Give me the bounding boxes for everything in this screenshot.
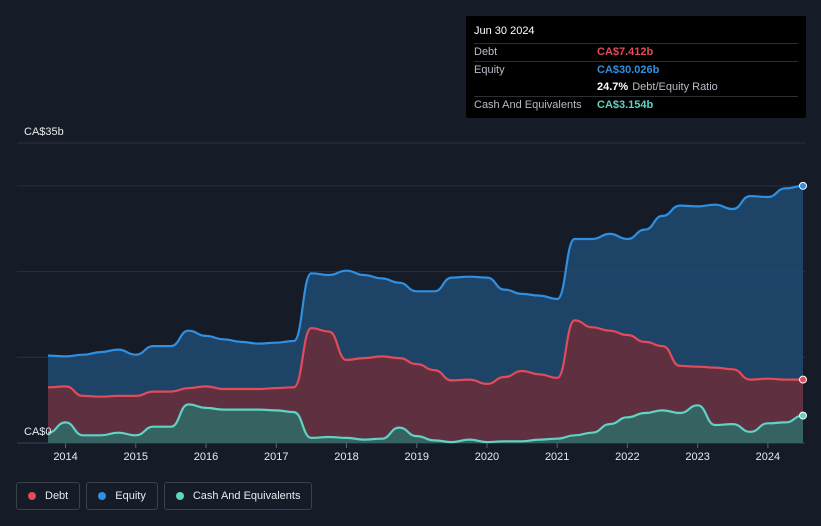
tooltip-date: Jun 30 2024 [474, 25, 535, 37]
tooltip-ratio-row: 24.7% Debt/Equity Ratio [474, 79, 798, 95]
tooltip-cash-value: CA$3.154b [597, 99, 654, 111]
tooltip-debt-label: Debt [474, 46, 498, 58]
x-tick-label: 2017 [264, 451, 288, 463]
marker-layer [799, 181, 807, 420]
y-axis-label-top: CA$35b [24, 126, 64, 138]
equity-line [47, 184, 804, 358]
hover-tooltip: Jun 30 2024 Debt CA$7.412b Equity CA$30.… [466, 16, 806, 118]
cash-dot-icon [175, 492, 184, 500]
debt-line [47, 319, 803, 398]
tooltip-cash-label: Cash And Equivalents [474, 99, 582, 111]
x-tick-label: 2019 [404, 451, 428, 463]
x-tick-label: 2022 [615, 451, 639, 463]
axis-layer: CA$35b CA$0 [24, 126, 64, 438]
legend-item-cash[interactable]: Cash And Equivalents [163, 482, 313, 510]
cash-area [48, 404, 803, 443]
cash-line [47, 403, 804, 444]
legend-item-equity[interactable]: Equity [86, 482, 158, 510]
legend-cash-label: Cash And Equivalents [192, 490, 301, 502]
cash-end-marker [799, 411, 807, 420]
equity-dot-icon [98, 492, 107, 500]
line-layer [47, 184, 804, 444]
legend-debt-label: Debt [45, 490, 69, 502]
x-axis-ticks: 2014 2015 2016 2017 2018 2019 2020 2021 2022 2023… [53, 443, 780, 463]
tooltip-equity-label: Equity [474, 64, 505, 76]
tooltip-debt-value: CA$7.412b [597, 46, 654, 58]
debt-end-marker [799, 375, 807, 384]
chart-legend: Debt Equity Cash And Equivalents [16, 482, 313, 510]
legend-equity-label: Equity [115, 490, 146, 502]
x-tick-label: 2020 [475, 451, 499, 463]
tooltip-equity-row: Equity CA$30.026b [474, 61, 798, 78]
tooltip-debt-row: Debt CA$7.412b [474, 43, 798, 60]
tooltip-ratio-value: 24.7% [597, 81, 629, 93]
x-tick-label: 2018 [334, 451, 358, 463]
debt-dot-icon [28, 492, 36, 500]
legend-item-debt[interactable]: Debt [16, 482, 81, 510]
x-tick-label: 2016 [194, 451, 218, 463]
tooltip-equity-value: CA$30.026b [597, 64, 660, 76]
tooltip-ratio-label: Debt/Equity Ratio [632, 81, 718, 93]
x-tick-label: 2024 [756, 451, 780, 463]
equity-end-marker [799, 181, 807, 190]
x-tick-label: 2015 [124, 451, 148, 463]
x-tick-label: 2014 [53, 451, 77, 463]
tooltip-cash-row: Cash And Equivalents CA$3.154b [474, 96, 798, 113]
x-tick-label: 2023 [685, 451, 709, 463]
y-axis-label-bottom: CA$0 [24, 426, 52, 438]
area-layer [48, 185, 803, 443]
x-tick-label: 2021 [545, 451, 569, 463]
